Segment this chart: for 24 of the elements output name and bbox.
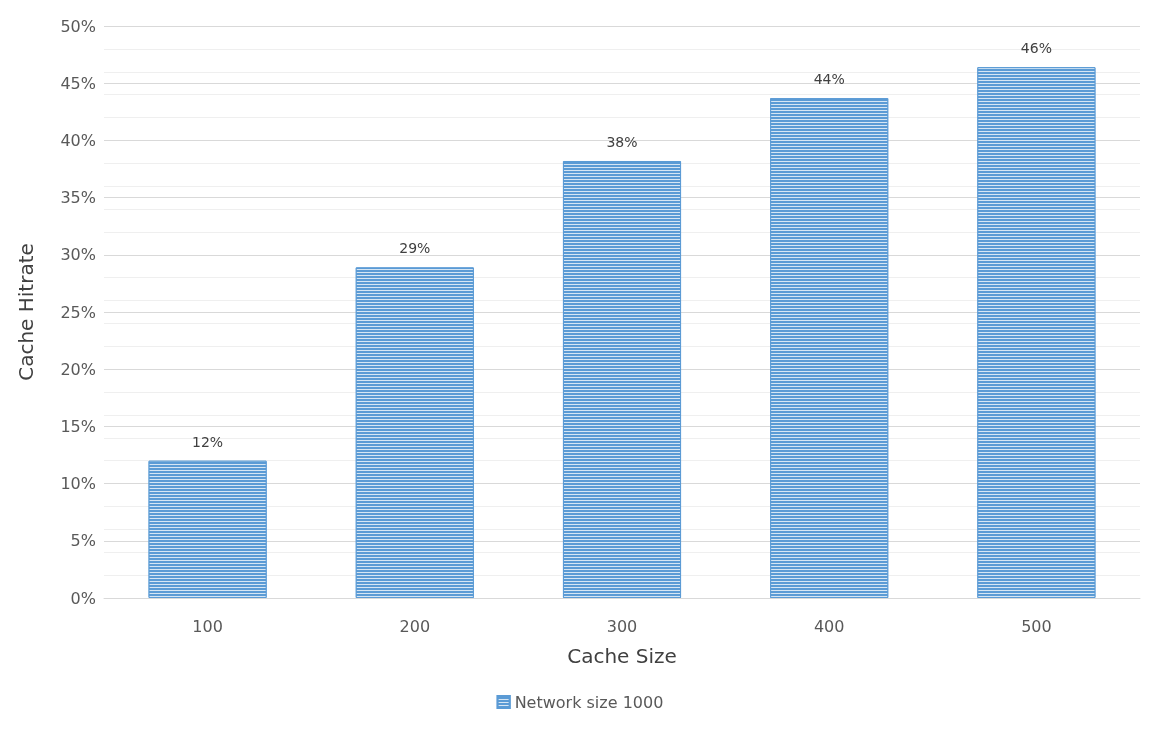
y-tick-label: 25% xyxy=(60,302,96,322)
data-label: 38% xyxy=(606,133,638,150)
x-tick-label: 100 xyxy=(192,616,223,636)
x-tick-label: 200 xyxy=(399,616,431,636)
y-tick-label: 5% xyxy=(70,531,96,551)
x-tick-label: 300 xyxy=(606,616,638,636)
y-axis-title: Cache Hitrate xyxy=(14,243,38,381)
data-label: 12% xyxy=(192,433,224,450)
y-tick-label: 0% xyxy=(70,588,96,608)
data-label: 29% xyxy=(399,240,431,257)
x-axis-title: Cache Size xyxy=(567,644,677,668)
data-label: 46% xyxy=(1020,40,1052,57)
x-tick-label: 500 xyxy=(1021,616,1052,636)
y-tick-label: 15% xyxy=(60,416,96,436)
x-tick-label: 400 xyxy=(813,616,845,636)
y-tick-label: 50% xyxy=(60,16,96,36)
legend-label: Network size 1000 xyxy=(514,692,664,712)
y-tick-label: 40% xyxy=(60,130,96,150)
data-label: 44% xyxy=(813,71,845,88)
y-tick-label: 35% xyxy=(60,188,96,208)
y-tick-label: 10% xyxy=(60,474,96,494)
y-tick-label: 20% xyxy=(60,359,96,379)
y-tick-label: 45% xyxy=(60,73,96,93)
y-tick-label: 30% xyxy=(60,245,96,265)
